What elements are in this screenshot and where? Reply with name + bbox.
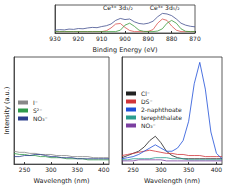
svg-text:910: 910 <box>96 35 108 42</box>
svg-text:880: 880 <box>166 35 178 42</box>
svg-text:920: 920 <box>73 35 85 42</box>
svg-text:terephthalate: terephthalate <box>141 114 182 122</box>
svg-text:Binding Energy (eV): Binding Energy (eV) <box>93 46 158 54</box>
svg-text:400: 400 <box>211 166 223 173</box>
svg-text:300: 300 <box>155 166 167 173</box>
svg-text:Ce³⁺ 3d₃/₂: Ce³⁺ 3d₃/₂ <box>103 4 133 11</box>
svg-text:870: 870 <box>189 35 201 42</box>
svg-text:DS⁻: DS⁻ <box>141 98 153 105</box>
svg-text:250: 250 <box>127 166 139 173</box>
svg-text:Wavelength (nm): Wavelength (nm) <box>33 177 89 185</box>
svg-text:NO₃⁻: NO₃⁻ <box>141 122 156 129</box>
svg-text:350: 350 <box>72 166 84 173</box>
svg-text:300: 300 <box>45 166 57 173</box>
svg-text:Intensity (a.u.): Intensity (a.u.) <box>3 87 11 135</box>
svg-text:Ce³⁺ 3d₅/₂: Ce³⁺ 3d₅/₂ <box>150 4 180 11</box>
svg-text:Cl⁻: Cl⁻ <box>141 90 150 97</box>
svg-text:250: 250 <box>19 166 31 173</box>
svg-text:2-naphthoate: 2-naphthoate <box>141 106 182 114</box>
svg-text:900: 900 <box>119 35 131 42</box>
svg-text:890: 890 <box>143 35 155 42</box>
svg-text:I⁻: I⁻ <box>33 99 38 106</box>
svg-text:NO₃⁻: NO₃⁻ <box>33 115 48 122</box>
svg-text:Wavelength (nm): Wavelength (nm) <box>144 177 200 185</box>
svg-text:400: 400 <box>98 166 110 173</box>
svg-text:350: 350 <box>183 166 195 173</box>
svg-text:S²⁻: S²⁻ <box>33 107 42 114</box>
svg-text:930: 930 <box>49 35 61 42</box>
